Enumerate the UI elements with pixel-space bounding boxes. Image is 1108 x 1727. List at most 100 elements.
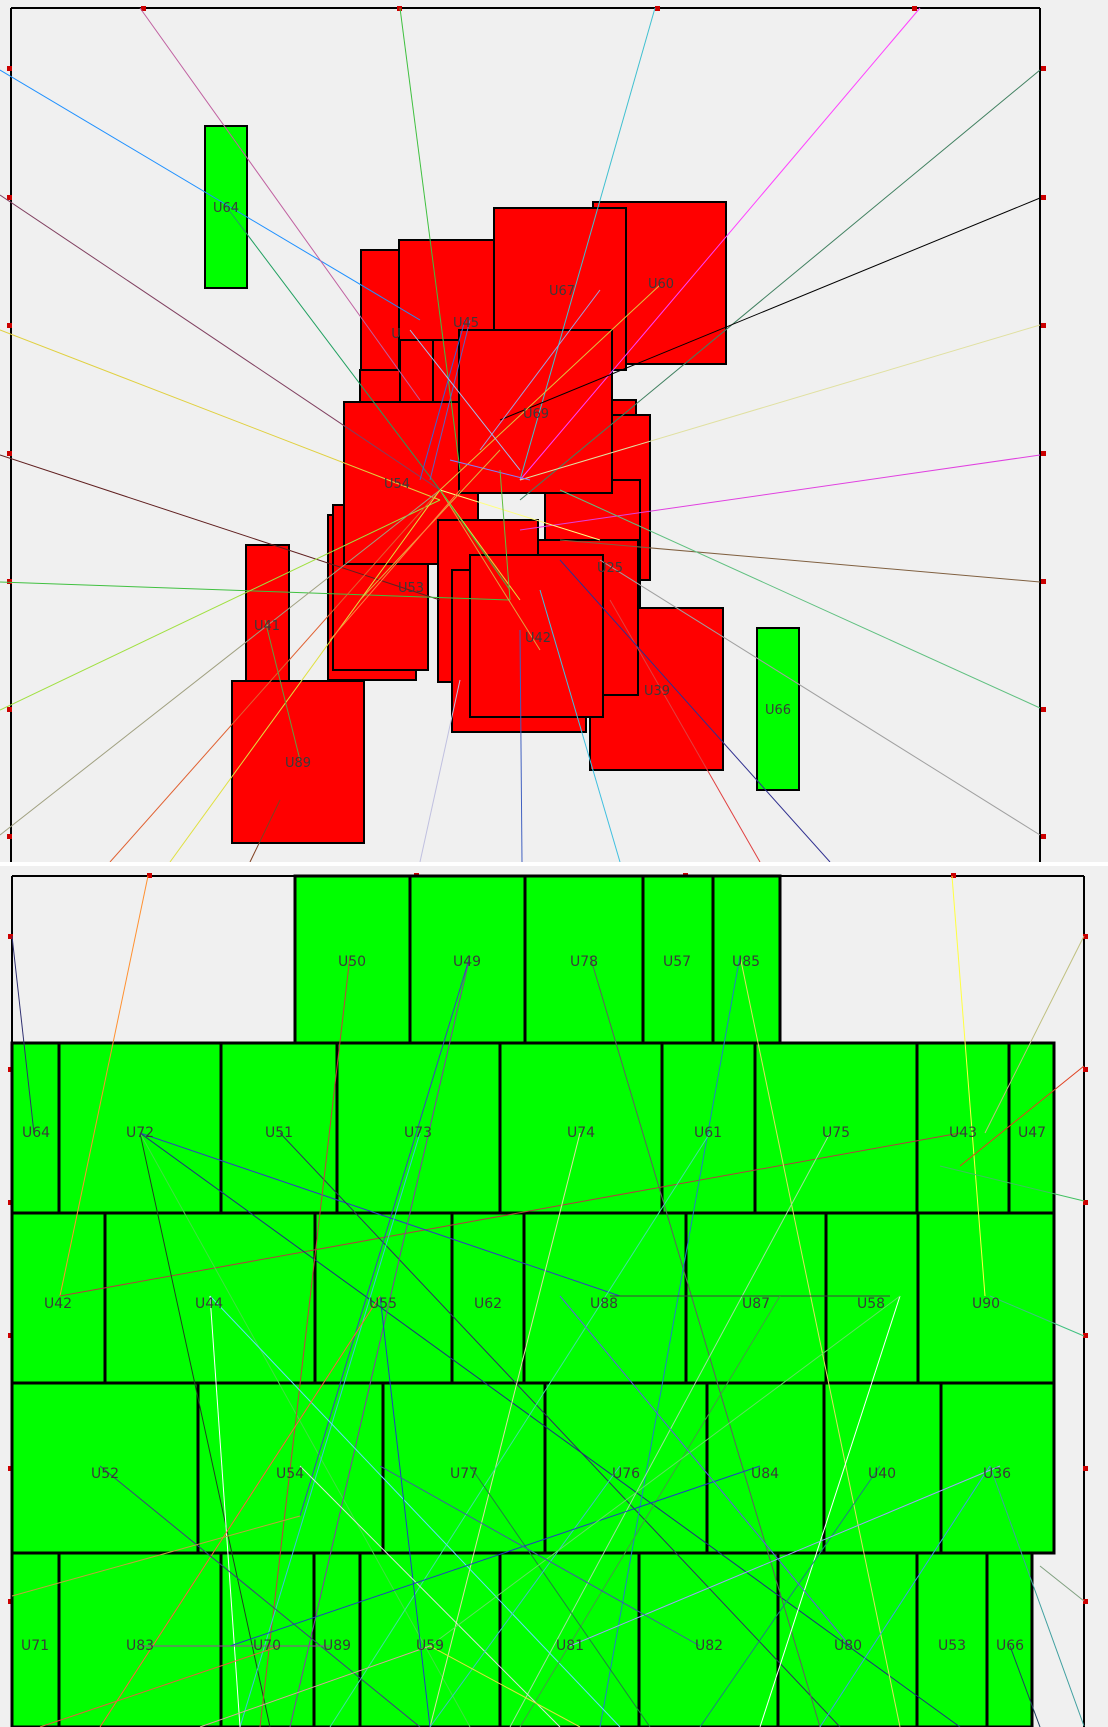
net-line xyxy=(519,7,656,481)
io-pin[interactable] xyxy=(1083,1200,1088,1205)
io-pin[interactable] xyxy=(397,6,402,11)
label-U83: U83 xyxy=(126,1638,154,1654)
io-pin[interactable] xyxy=(1041,707,1046,712)
io-pin[interactable] xyxy=(147,873,152,878)
io-pin[interactable] xyxy=(1041,66,1046,71)
io-pin[interactable] xyxy=(1083,1599,1088,1604)
label-U58: U58 xyxy=(857,1296,885,1312)
top-placement-svg: U64 U67 U60 U U45 U69 U54 U53 U25 U42 U3… xyxy=(0,0,1108,862)
net-line xyxy=(439,489,541,651)
io-pin[interactable] xyxy=(1041,834,1046,839)
top-placement-canvas[interactable]: U64 U67 U60 U U45 U69 U54 U53 U25 U42 U3… xyxy=(0,0,1108,862)
io-pin[interactable] xyxy=(7,834,12,839)
io-pin[interactable] xyxy=(7,707,12,712)
net-line xyxy=(699,1465,881,1727)
io-pin[interactable] xyxy=(1083,1333,1088,1338)
cell-U72[interactable] xyxy=(57,1041,223,1215)
net-line xyxy=(299,955,471,1517)
label-U66: U66 xyxy=(765,703,791,718)
io-pin[interactable] xyxy=(7,451,12,456)
net-line xyxy=(429,1465,621,1727)
cell-U42[interactable] xyxy=(10,1211,107,1385)
net-line xyxy=(599,559,1041,836)
net-line xyxy=(109,489,441,862)
net-line xyxy=(519,7,921,481)
net-line xyxy=(0,194,441,491)
label-U64: U64 xyxy=(22,1125,50,1141)
label-U54: U54 xyxy=(276,1466,304,1482)
cell-U40[interactable] xyxy=(822,1381,943,1555)
cell-U62[interactable] xyxy=(450,1211,526,1385)
net-line xyxy=(559,539,1041,583)
cell-U52[interactable] xyxy=(10,1381,200,1555)
cell-U66[interactable] xyxy=(756,627,800,791)
label-U1: U xyxy=(391,327,401,342)
label-U62: U62 xyxy=(474,1296,502,1312)
cell-U59[interactable] xyxy=(358,1551,502,1727)
cell-U74[interactable] xyxy=(498,1041,664,1215)
net-line xyxy=(599,955,741,1727)
io-pin[interactable] xyxy=(7,195,12,200)
io-pin[interactable] xyxy=(1083,1466,1088,1471)
net-line xyxy=(739,955,901,1727)
io-pin[interactable] xyxy=(7,323,12,328)
io-pin[interactable] xyxy=(1041,195,1046,200)
cell-U51[interactable] xyxy=(219,1041,339,1215)
io-pin[interactable] xyxy=(7,66,12,71)
io-pin[interactable] xyxy=(655,6,660,11)
net-line xyxy=(429,1645,581,1727)
net-line xyxy=(99,1465,421,1727)
io-pin[interactable] xyxy=(8,934,13,939)
net-line xyxy=(379,1295,431,1727)
net-line xyxy=(249,799,281,862)
net-line xyxy=(819,1465,991,1727)
net-line xyxy=(419,319,466,481)
cell-U82[interactable] xyxy=(637,1551,780,1727)
cell-block[interactable] xyxy=(458,329,613,494)
cell-U53[interactable] xyxy=(915,1551,989,1727)
cell-U70[interactable] xyxy=(219,1551,316,1727)
cell-U90[interactable] xyxy=(916,1211,1056,1385)
io-pin[interactable] xyxy=(951,873,956,878)
net-line xyxy=(989,1465,1085,1727)
cell-U73[interactable] xyxy=(335,1041,502,1215)
label-U72: U72 xyxy=(126,1125,154,1141)
cell-U58[interactable] xyxy=(824,1211,920,1385)
net-line xyxy=(479,289,601,451)
net-line xyxy=(519,324,1041,481)
label-U77: U77 xyxy=(450,1466,478,1482)
net-line xyxy=(984,935,1085,1134)
io-pin[interactable] xyxy=(1041,323,1046,328)
cell-U49[interactable] xyxy=(408,874,527,1045)
label-U70: U70 xyxy=(253,1638,281,1654)
cell-block[interactable] xyxy=(469,554,604,718)
label-U74: U74 xyxy=(567,1125,595,1141)
net-line xyxy=(439,489,601,541)
io-pin[interactable] xyxy=(141,6,146,11)
label-U57: U57 xyxy=(663,954,691,970)
io-pin[interactable] xyxy=(912,6,917,11)
io-pin[interactable] xyxy=(1041,579,1046,584)
label-U42: U42 xyxy=(525,631,551,646)
cell-U78[interactable] xyxy=(523,874,645,1045)
net-line xyxy=(259,955,351,1727)
cell-U89[interactable] xyxy=(231,680,365,844)
io-pin[interactable] xyxy=(1083,1067,1088,1072)
io-pin[interactable] xyxy=(1083,934,1088,939)
label-U89: U89 xyxy=(285,756,311,771)
label-U41: U41 xyxy=(254,619,280,634)
label-U69: U69 xyxy=(523,407,549,422)
cell-U43[interactable] xyxy=(915,1041,1011,1215)
net-line xyxy=(499,469,511,601)
net-line xyxy=(499,197,1041,421)
bottom-placement-canvas[interactable]: U50 U49 U78 U57 U85 U64 U72 U51 U73 U74 … xyxy=(0,866,1108,1727)
io-pin[interactable] xyxy=(7,579,12,584)
label-U25: U25 xyxy=(597,561,623,576)
net-line xyxy=(559,1295,851,1647)
cell-U66[interactable] xyxy=(985,1551,1034,1727)
io-pin[interactable] xyxy=(1041,451,1046,456)
cell-U85[interactable] xyxy=(711,874,782,1045)
label-U78: U78 xyxy=(570,954,598,970)
cell-U89[interactable] xyxy=(312,1551,362,1727)
cell-U75[interactable] xyxy=(753,1041,919,1215)
